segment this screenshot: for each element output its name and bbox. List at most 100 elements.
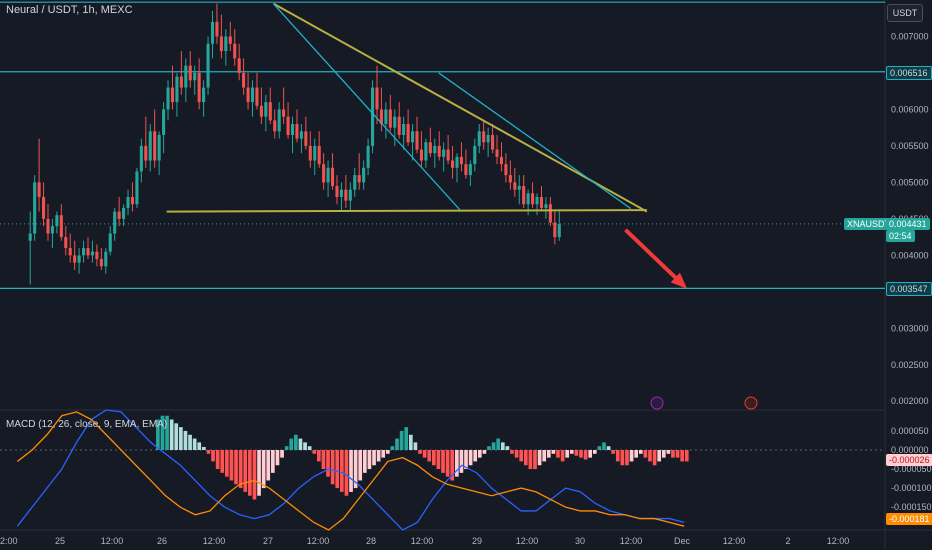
candle-body (362, 167, 366, 183)
macd-histogram-bar (454, 450, 459, 477)
candle-body (370, 87, 375, 146)
time-tick-label: 12:00 (516, 536, 539, 546)
macd-histogram-bar (376, 450, 381, 462)
macd-histogram-bar (367, 450, 372, 470)
candle-body (215, 21, 219, 37)
macd-histogram-bar (657, 450, 662, 462)
macd-histogram-bar (156, 419, 160, 450)
macd-histogram-bar (307, 446, 312, 450)
macd-histogram-bar (487, 446, 491, 450)
macd-histogram-bar (192, 438, 197, 450)
macd-histogram-bar (459, 450, 464, 473)
candle-body (250, 87, 255, 103)
macd-histogram-bar (408, 434, 413, 450)
candle-body (486, 134, 490, 143)
candle-body (202, 87, 206, 103)
macd-histogram-bar (546, 450, 551, 458)
macd-histogram-bar (496, 438, 501, 450)
candle-body (210, 21, 215, 44)
macd-histogram-bar (514, 450, 519, 458)
candle-body (86, 248, 90, 256)
lightning-event-icon (650, 396, 664, 410)
candle-body (317, 145, 321, 165)
time-tick-label: 2 (785, 536, 790, 546)
candle-body (366, 145, 370, 168)
candle-body (255, 87, 259, 106)
macd-histogram-bar (183, 430, 188, 450)
candle-body (535, 196, 539, 205)
candle-body (206, 43, 210, 88)
macd-histogram-bar (390, 446, 395, 450)
candle-body (246, 87, 250, 103)
time-tick-label: 28 (366, 536, 376, 546)
macd-histogram-bar (583, 450, 588, 460)
macd-histogram-bar (680, 450, 685, 462)
macd-tick-label: 0.000000 (891, 445, 929, 455)
candle-body (46, 218, 50, 234)
trend-line-descending-resistance (272, 2, 648, 213)
macd-tick-label: -0.000150 (891, 502, 932, 512)
candle-body (477, 131, 481, 146)
macd-histogram-bar (238, 450, 243, 489)
time-tick-label: 12:00 (723, 536, 746, 546)
macd-histogram-bar (404, 427, 409, 450)
candle-body (73, 255, 77, 263)
macd-histogram-bar (335, 450, 340, 489)
macd-histogram-bar (468, 450, 473, 466)
candle-body (259, 105, 263, 117)
candle-body (193, 72, 197, 81)
candle-body (59, 215, 63, 238)
price-tick-label: 0.006000 (891, 104, 929, 114)
candle-body (455, 156, 459, 168)
candle-body (393, 116, 397, 128)
macd-histogram-bar (358, 450, 363, 481)
candle-body (433, 145, 437, 154)
histogram-value-tag: -0.000026 (886, 453, 932, 466)
macd-histogram-bar (326, 450, 330, 477)
macd-histogram-bar (266, 450, 271, 481)
candle-body (99, 258, 103, 267)
currency-button[interactable]: USDT (887, 4, 923, 22)
macd-histogram-bar (625, 450, 629, 466)
candle-body (353, 175, 357, 190)
macd-histogram-bar (353, 450, 358, 489)
candle-body (379, 109, 383, 125)
macd-histogram-bar (289, 438, 294, 450)
candle-body (339, 189, 343, 197)
candle-body (459, 156, 464, 165)
candle-body (522, 186, 526, 205)
macd-histogram-bar (330, 450, 335, 485)
projection-arrow-line (624, 228, 686, 288)
price-tick-label: 0.004000 (891, 250, 929, 260)
macd-histogram-bar (422, 450, 427, 458)
macd-histogram-bar (505, 446, 510, 450)
macd-histogram-bar (510, 450, 514, 454)
candle-body (442, 149, 446, 157)
macd-histogram-bar (229, 450, 234, 481)
macd-histogram-bar (606, 446, 611, 450)
macd-histogram-bar (602, 442, 606, 450)
candle-body (104, 251, 108, 267)
macd-histogram-bar (395, 438, 399, 450)
candle-body (108, 233, 112, 252)
macd-histogram-bar (500, 442, 505, 450)
candle-body (495, 149, 499, 157)
macd-histogram-bar (381, 450, 386, 458)
macd-histogram-bar (234, 450, 238, 485)
macd-histogram-bar (482, 450, 487, 454)
time-tick-label: 30 (575, 536, 585, 546)
candle-body (504, 164, 508, 176)
candle-body (557, 223, 561, 238)
candle-body (384, 109, 388, 125)
candle-body (308, 145, 312, 161)
macd-histogram-bar (413, 442, 418, 450)
candle-body (322, 164, 326, 183)
candle-body (242, 72, 246, 88)
macd-histogram-bar (385, 450, 390, 454)
candle-body (326, 167, 330, 183)
candle-body (508, 175, 512, 183)
macd-histogram-bar (206, 450, 211, 454)
macd-histogram-bar (197, 442, 202, 450)
